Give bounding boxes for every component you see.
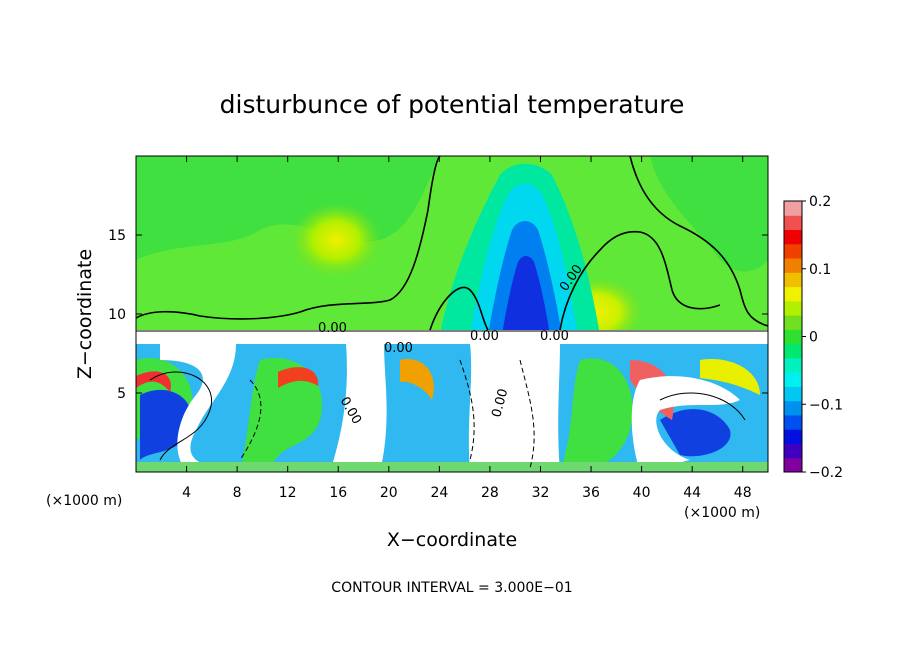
x-tick-label: 4 [182, 485, 191, 501]
contour-label: 0.00 [318, 321, 347, 336]
contour-line-lower-3 [519, 359, 535, 469]
lower-white-4 [631, 376, 740, 472]
colorbar-segment [784, 300, 802, 316]
lower-yellow-1 [700, 359, 760, 395]
x-tick-label: 28 [481, 485, 499, 501]
colorbar-segment [784, 357, 802, 373]
colorbar [783, 200, 803, 473]
contour-line-lower-5 [459, 359, 475, 461]
colorbar-segment [784, 286, 802, 302]
colorbar-segment [784, 315, 802, 330]
y-tick-label: 5 [117, 386, 126, 402]
contour-line-plume [559, 230, 721, 331]
x-unit-right: (×1000 m) [684, 505, 760, 521]
contour-line-left [136, 156, 441, 320]
colorbar-segment [784, 229, 802, 245]
colorbar-segment [784, 258, 802, 273]
colorbar-segment [784, 457, 802, 473]
lower-green-swirl-3 [560, 358, 633, 472]
lower-green-swirl-2 [240, 358, 322, 472]
warm-pocket-x16 [290, 202, 382, 278]
lower-red-2 [278, 367, 319, 388]
x-tick-label: 48 [734, 485, 752, 501]
y-tick-label: 10 [108, 307, 126, 323]
contour-line-right [629, 156, 768, 327]
contour-interval-note: CONTOUR INTERVAL = 3.000E−01 [331, 580, 572, 596]
x-tick-label: 20 [380, 485, 398, 501]
colorbar-segment [784, 201, 802, 216]
y-ticks: 5 10 15 [108, 228, 768, 402]
x-tick-label: 32 [532, 485, 550, 501]
contour-line-lower-1 [149, 371, 213, 461]
heatmap-field [136, 156, 768, 472]
lower-bottom-strip [136, 462, 768, 472]
lower-white-2 [330, 344, 387, 472]
contour-label: 0.00 [470, 329, 499, 344]
inversion-band [136, 330, 768, 344]
colorbar-segment [784, 400, 802, 416]
contour-line-lower-2 [239, 379, 262, 461]
colorbar-tick-label: −0.2 [809, 465, 843, 481]
contour-label: 0.00 [384, 341, 413, 356]
lower-white-3 [468, 344, 560, 472]
y-tick-label: 15 [108, 228, 126, 244]
x-tick-label: 24 [430, 485, 448, 501]
contour-label: 0.00 [489, 387, 511, 419]
colorbar-ticks: 0.2 0.1 0 −0.1 −0.2 [802, 194, 843, 481]
contour-lines [136, 156, 768, 469]
colorbar-tick-label: 0.1 [809, 262, 831, 278]
chart-title: disturbunce of potential temperature [220, 90, 685, 119]
x-ticks: 4 8 12 16 20 24 28 32 36 40 44 48 [182, 156, 752, 501]
colorbar-tick-label: −0.1 [809, 397, 843, 413]
x-tick-label: 40 [633, 485, 651, 501]
colorbar-segment [784, 372, 802, 387]
contour-label: 0.00 [540, 329, 569, 344]
colorbar-segment [784, 243, 802, 259]
colorbar-segment [784, 272, 802, 288]
colorbar-segment [784, 429, 802, 444]
colorbar-segment [784, 386, 802, 402]
colorbar-segment [784, 414, 802, 430]
colorbar-segment [784, 443, 802, 459]
x-tick-label: 8 [233, 485, 242, 501]
x-tick-label: 16 [329, 485, 347, 501]
contour-line-lower-4 [659, 392, 746, 421]
colorbar-segment [784, 343, 802, 359]
colorbar-tick-label: 0.2 [809, 194, 831, 210]
cold-plume-core [502, 256, 550, 335]
lower-white-1 [160, 344, 236, 472]
contour-line-dome [429, 286, 489, 331]
y-axis-label: Z−coordinate [74, 249, 96, 379]
x-tick-label: 44 [683, 485, 701, 501]
lower-red-1 [136, 371, 171, 392]
colorbar-tick-label: 0 [809, 330, 818, 346]
lower-blue-swirl-2 [660, 409, 731, 457]
x-tick-label: 12 [279, 485, 297, 501]
x-axis-label: X−coordinate [387, 529, 517, 551]
x-tick-label: 36 [582, 485, 600, 501]
lower-orange-1 [400, 359, 434, 400]
colorbar-segment [784, 329, 802, 345]
colorbar-segment [784, 215, 802, 231]
x-unit-left: (×1000 m) [46, 493, 122, 509]
